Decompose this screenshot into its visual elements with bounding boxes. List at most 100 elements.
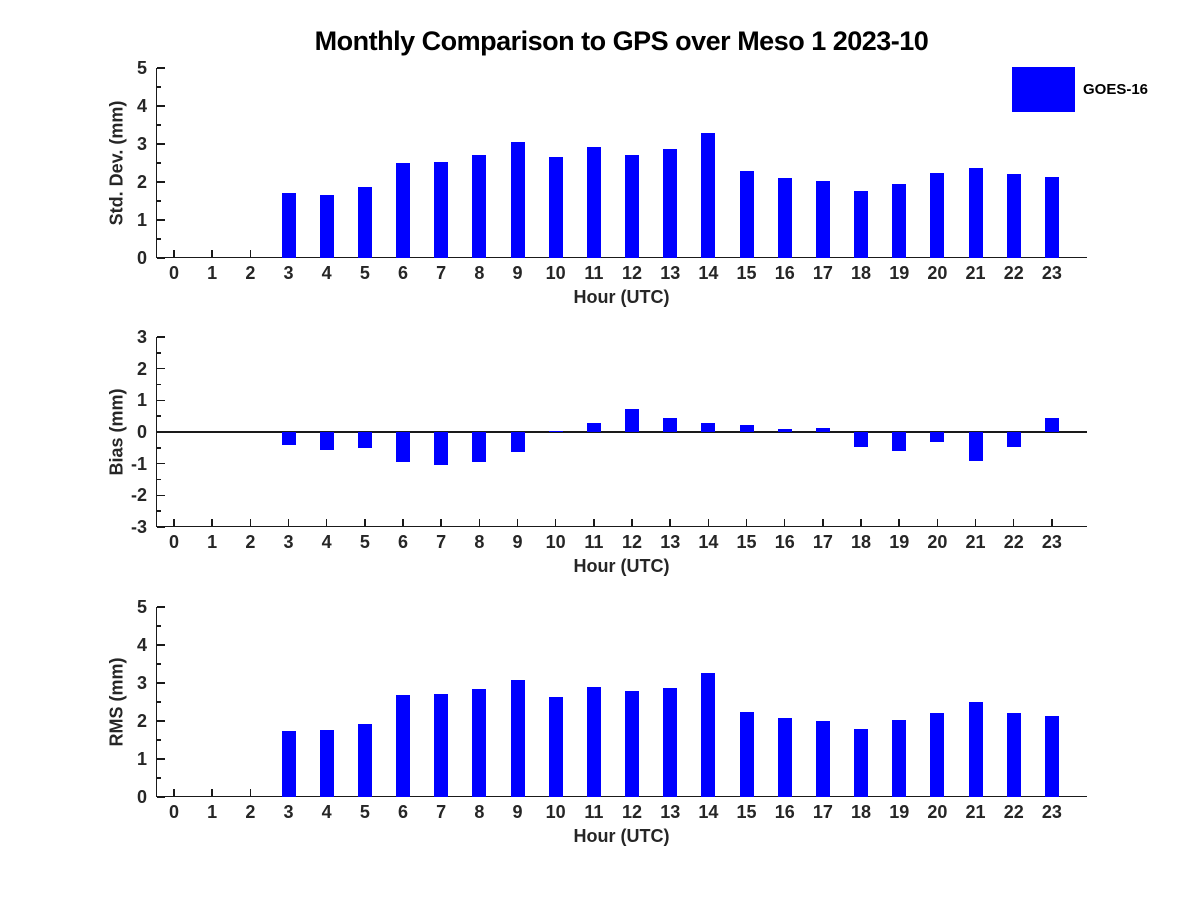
x-tick bbox=[669, 518, 671, 526]
x-tick bbox=[249, 249, 252, 257]
x-tick bbox=[898, 518, 900, 526]
x-tick bbox=[364, 518, 366, 526]
x-tick-label: 14 bbox=[698, 802, 719, 822]
y-minor-tick bbox=[157, 478, 161, 481]
x-tick-label: 10 bbox=[545, 532, 566, 552]
x-tick bbox=[631, 518, 633, 526]
y-major-tick bbox=[157, 336, 165, 338]
bar-hour-5 bbox=[357, 186, 372, 258]
bar-hour-21 bbox=[968, 168, 983, 258]
y-tick-label: -3 bbox=[130, 517, 147, 537]
y-tick-label: -1 bbox=[130, 453, 147, 474]
y-tick-label: 1 bbox=[136, 390, 147, 411]
x-tick-label: 23 bbox=[1041, 263, 1062, 283]
x-tick-label: 10 bbox=[545, 802, 566, 822]
y-tick-label: 0 bbox=[136, 248, 147, 268]
bar-hour-22 bbox=[1006, 432, 1021, 447]
x-tick bbox=[860, 518, 862, 526]
bar-hour-20 bbox=[930, 713, 945, 797]
x-tick-label: 11 bbox=[584, 802, 604, 822]
x-tick-label: 19 bbox=[889, 802, 910, 822]
bar-hour-22 bbox=[1006, 713, 1021, 797]
x-tick-label: 9 bbox=[512, 263, 523, 283]
y-minor-tick bbox=[157, 352, 161, 354]
x-tick-label: 20 bbox=[927, 532, 948, 552]
bar-hour-9 bbox=[510, 432, 525, 452]
x-tick-label: 3 bbox=[283, 263, 294, 283]
bar-hour-20 bbox=[930, 173, 945, 258]
bar-hour-19 bbox=[892, 432, 907, 451]
x-tick bbox=[173, 788, 175, 796]
y-minor-tick bbox=[157, 625, 161, 627]
plot-area-bias: -3 -2 -1 0 1 2 3 0 1 2 3 4 5 6 7 8 9 10 11 12 13 14 15 16 17 18 19… bbox=[131, 328, 1087, 551]
x-tick bbox=[211, 788, 213, 796]
y-tick-label: 2 bbox=[136, 711, 147, 731]
y-minor-tick bbox=[157, 415, 161, 417]
x-tick-label: 23 bbox=[1041, 532, 1062, 552]
bar-hour-3 bbox=[281, 730, 296, 797]
bar-hour-4 bbox=[319, 729, 334, 797]
x-tick bbox=[745, 518, 748, 526]
y-major-tick bbox=[157, 143, 165, 145]
x-tick-label: 11 bbox=[584, 263, 604, 283]
legend: GOES-16 bbox=[1012, 67, 1148, 112]
y-minor-tick bbox=[157, 447, 161, 449]
x-tick-label: 4 bbox=[321, 263, 332, 283]
x-tick-label: 5 bbox=[359, 532, 370, 552]
y-tick-label: 2 bbox=[136, 358, 147, 379]
y-tick-label: 0 bbox=[136, 422, 147, 442]
x-tick-label: 12 bbox=[622, 532, 643, 552]
y-tick-label: 1 bbox=[136, 749, 147, 769]
x-tick bbox=[440, 518, 442, 526]
y-tick-label: 1 bbox=[136, 210, 147, 230]
x-tick-label: 2 bbox=[245, 532, 256, 552]
bar-hour-6 bbox=[396, 695, 411, 797]
bar-hour-12 bbox=[625, 408, 640, 432]
x-axis-label-std-dev: Hour (UTC) bbox=[573, 287, 670, 307]
x-tick bbox=[593, 518, 595, 526]
x-tick-label: 1 bbox=[207, 263, 218, 283]
y-major-tick bbox=[157, 606, 165, 608]
x-tick-label: 6 bbox=[398, 532, 409, 552]
bar-hour-15 bbox=[739, 171, 754, 258]
x-tick-label: 6 bbox=[398, 802, 409, 822]
y-tick-label: 5 bbox=[136, 597, 147, 617]
bar-hour-14 bbox=[701, 133, 716, 258]
y-minor-tick bbox=[157, 162, 161, 164]
bar-hour-7 bbox=[434, 432, 449, 465]
x-tick-label: 4 bbox=[321, 802, 332, 822]
y-tick-label: 3 bbox=[136, 673, 147, 693]
bar-hour-8 bbox=[472, 432, 487, 463]
bar-hour-11 bbox=[586, 686, 601, 797]
bar-hour-11 bbox=[586, 147, 601, 258]
x-tick-label: 5 bbox=[359, 263, 370, 283]
x-tick bbox=[516, 518, 519, 526]
x-tick bbox=[402, 518, 404, 526]
x-tick-label: 19 bbox=[889, 263, 910, 283]
y-major-tick bbox=[157, 367, 165, 370]
y-tick-label: 4 bbox=[136, 635, 147, 655]
x-tick-label: 9 bbox=[512, 532, 523, 552]
x-tick-label: 22 bbox=[1003, 263, 1024, 283]
bar-hour-7 bbox=[434, 693, 449, 797]
y-tick-label: 5 bbox=[136, 58, 147, 78]
bar-hour-16 bbox=[777, 178, 792, 258]
bar-hour-18 bbox=[854, 432, 869, 447]
bar-hour-23 bbox=[1044, 177, 1059, 258]
legend-swatch-goes16 bbox=[1012, 67, 1075, 112]
bar-hour-11 bbox=[586, 423, 601, 432]
x-tick-label: 6 bbox=[398, 263, 409, 283]
x-tick-label: 21 bbox=[965, 802, 986, 822]
y-minor-tick bbox=[157, 200, 161, 202]
y-tick-label: 3 bbox=[136, 327, 147, 347]
x-tick bbox=[287, 518, 290, 526]
x-tick-label: 5 bbox=[359, 802, 370, 822]
x-tick-label: 16 bbox=[774, 802, 795, 822]
x-tick-label: 2 bbox=[245, 802, 256, 822]
x-tick-label: 13 bbox=[660, 532, 681, 552]
bar-hour-21 bbox=[968, 702, 983, 797]
y-major-tick bbox=[157, 181, 165, 183]
x-tick-label: 3 bbox=[283, 532, 294, 552]
bar-hour-23 bbox=[1044, 716, 1059, 797]
x-tick-label: 14 bbox=[698, 263, 719, 283]
